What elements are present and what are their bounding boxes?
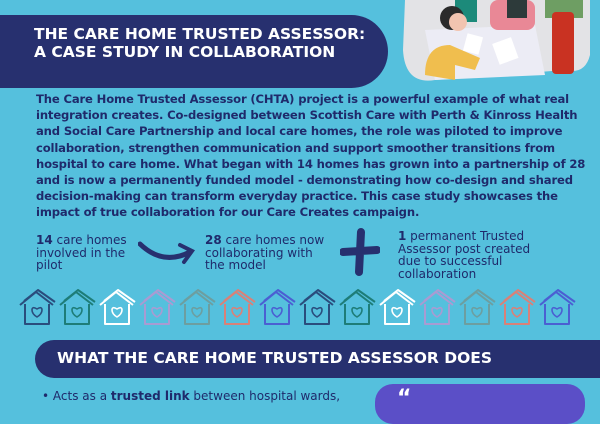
house-heart-icon — [499, 289, 536, 325]
bullet-item: • Acts as a trusted link between hospita… — [42, 389, 341, 403]
stat-pilot-homes: 14 care homes involved in the pilot — [36, 234, 136, 272]
bullet-bold: trusted link — [110, 389, 190, 403]
title-banner: THE CARE HOME TRUSTED ASSESSOR: A CASE S… — [0, 15, 388, 88]
house-heart-icon — [259, 289, 296, 325]
houses-row — [18, 289, 577, 327]
title-line-1: THE CARE HOME TRUSTED ASSESSOR: — [34, 25, 366, 43]
house-heart-icon — [19, 289, 56, 325]
house-heart-icon — [139, 289, 176, 325]
stat-permanent-post: 1 permanent Trusted Assessor post create… — [398, 230, 548, 280]
stat-text: permanent Trusted Assessor post created … — [398, 229, 531, 281]
house-heart-icon — [299, 289, 336, 325]
collaboration-illustration — [403, 0, 590, 81]
section-banner: WHAT THE CARE HOME TRUSTED ASSESSOR DOES — [35, 340, 600, 378]
stat-number: 14 — [36, 233, 53, 247]
house-heart-icon — [179, 289, 216, 325]
house-heart-icon — [379, 289, 416, 325]
house-heart-icon — [459, 289, 496, 325]
house-heart-icon — [419, 289, 456, 325]
stat-number: 1 — [398, 229, 407, 243]
bullet-text-end: between hospital wards, — [189, 389, 341, 403]
plus-icon — [340, 228, 380, 276]
house-heart-icon — [99, 289, 136, 325]
quote-box: “ — [375, 384, 585, 424]
arrow-icon — [138, 241, 196, 264]
stat-text: care homes involved in the pilot — [36, 233, 127, 272]
stat-number: 28 — [205, 233, 222, 247]
house-heart-icon — [219, 289, 256, 325]
quote-mark-icon: “ — [397, 386, 412, 411]
house-heart-icon — [339, 289, 376, 325]
bullet-text: Acts as a — [52, 389, 111, 403]
intro-paragraph: The Care Home Trusted Assessor (CHTA) pr… — [36, 92, 586, 220]
stat-text: care homes now collaborating with the mo… — [205, 233, 325, 272]
stat-current-homes: 28 care homes now collaborating with the… — [205, 234, 325, 272]
house-heart-icon — [59, 289, 96, 325]
title-line-2: A CASE STUDY IN COLLABORATION — [34, 43, 336, 61]
house-heart-icon — [539, 289, 576, 325]
